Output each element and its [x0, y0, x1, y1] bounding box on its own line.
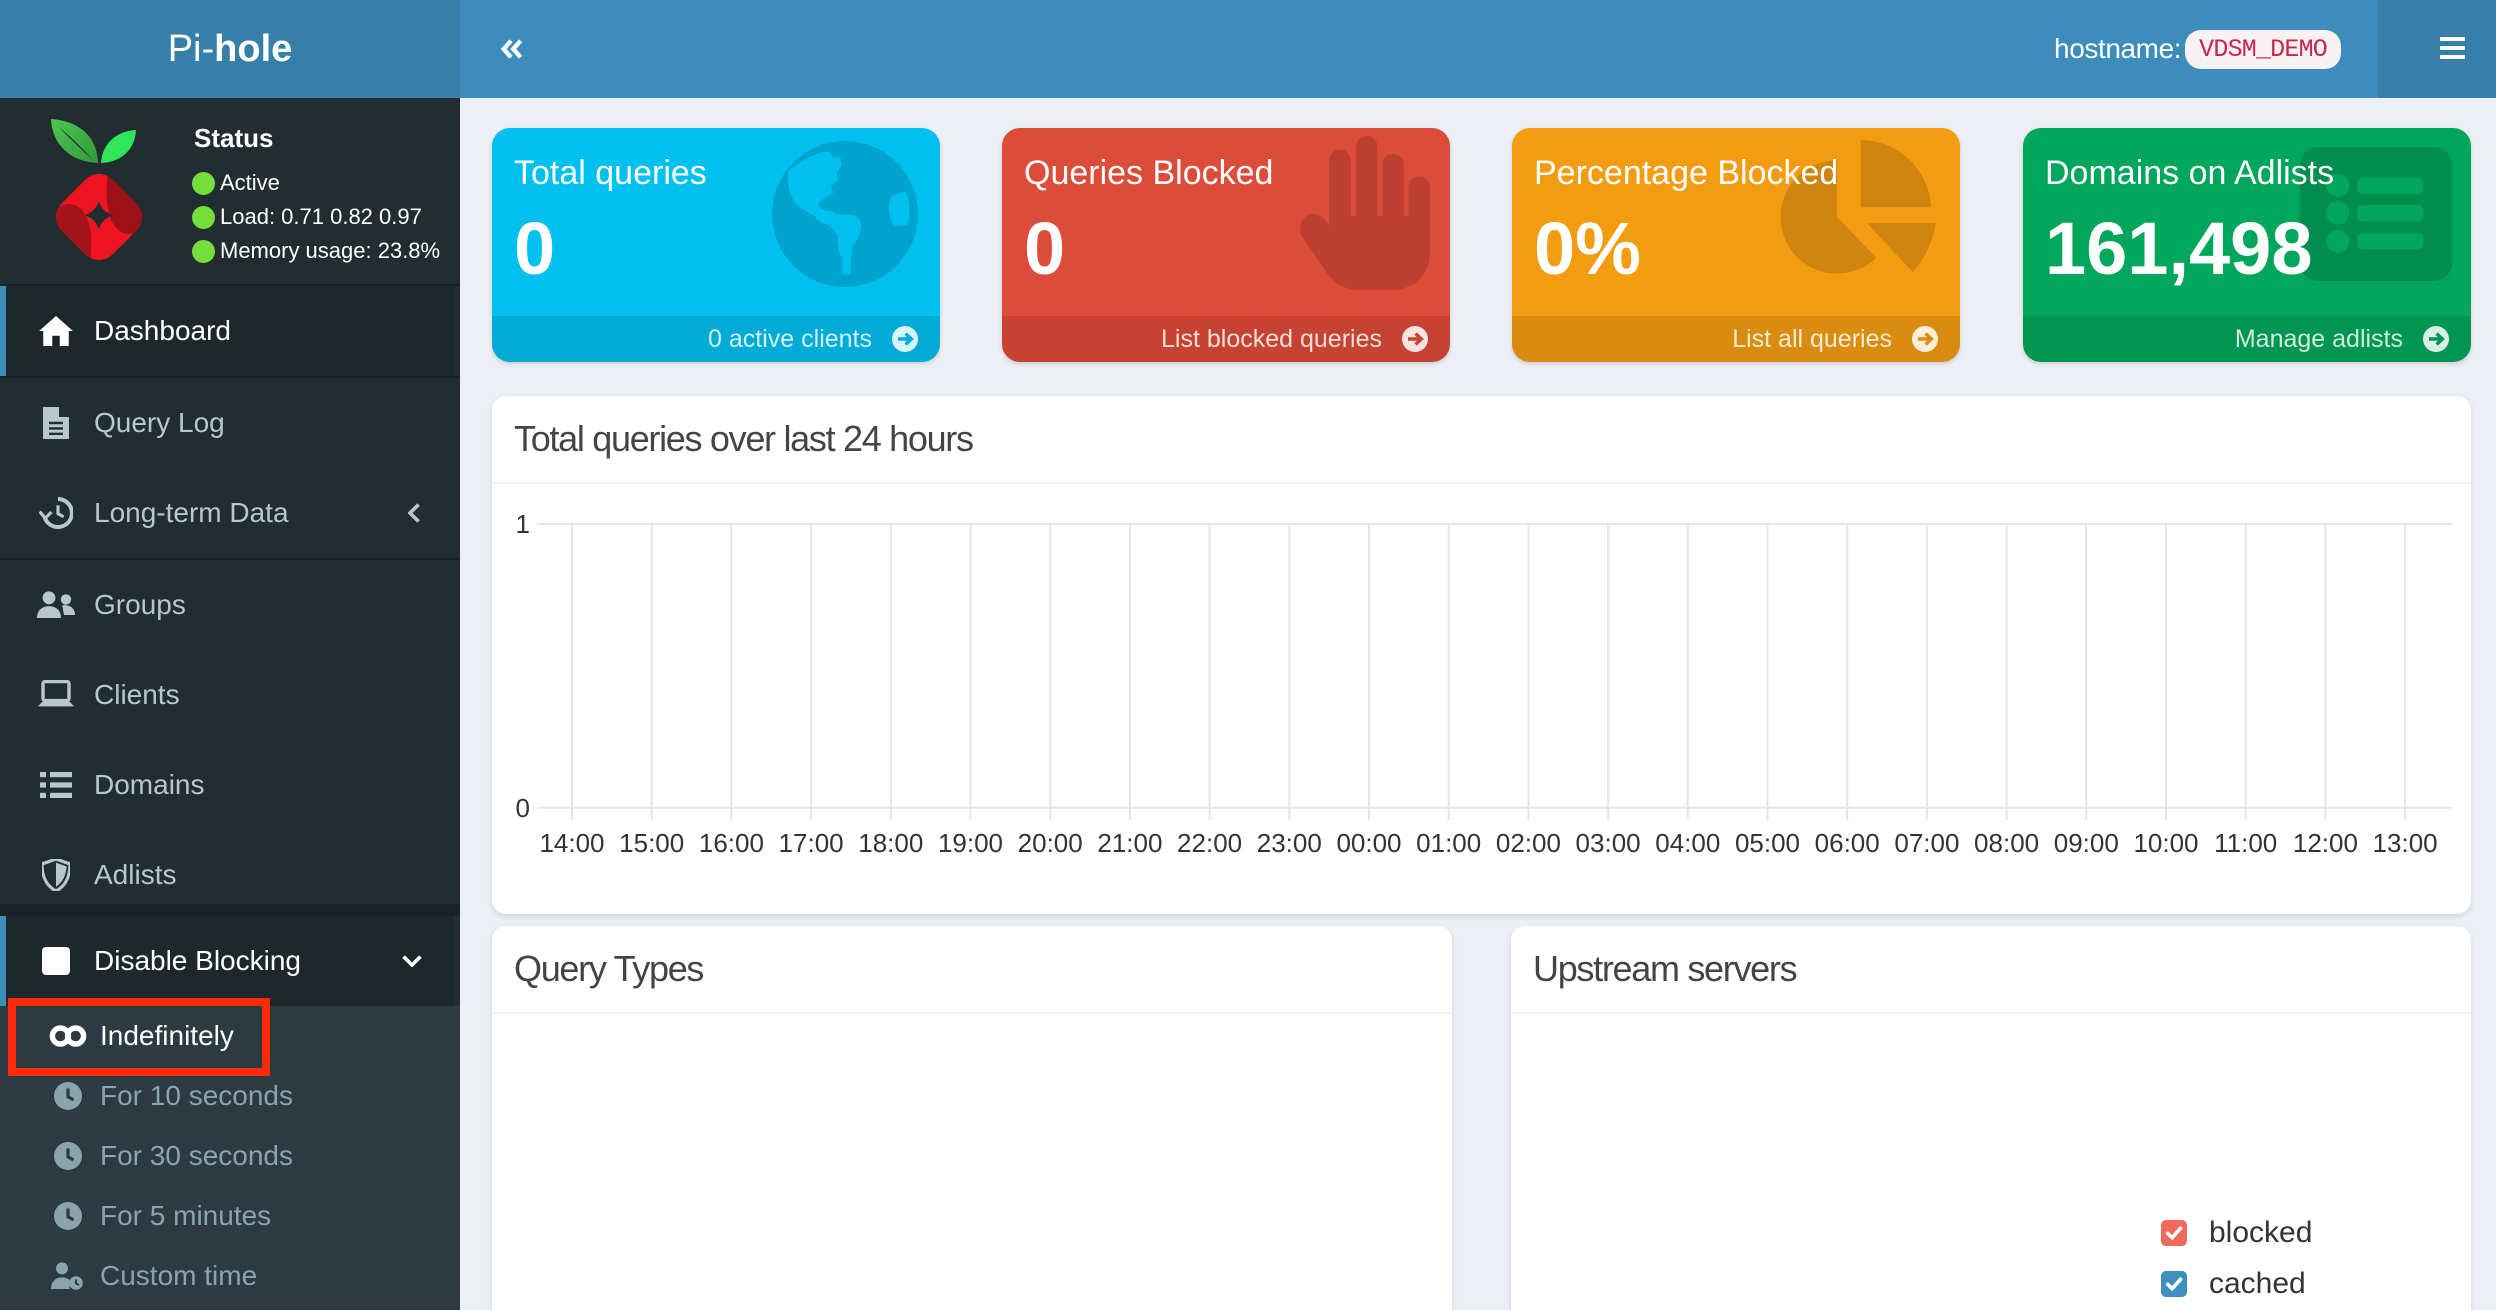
svg-text:19:00: 19:00	[938, 828, 1003, 858]
svg-text:16:00: 16:00	[699, 828, 764, 858]
svg-text:10:00: 10:00	[2133, 828, 2198, 858]
svg-text:01:00: 01:00	[1416, 828, 1481, 858]
svg-text:0: 0	[516, 793, 530, 823]
svg-text:00:00: 00:00	[1336, 828, 1401, 858]
svg-text:15:00: 15:00	[619, 828, 684, 858]
svg-text:06:00: 06:00	[1815, 828, 1880, 858]
svg-text:12:00: 12:00	[2293, 828, 2358, 858]
svg-text:07:00: 07:00	[1894, 828, 1959, 858]
svg-text:13:00: 13:00	[2373, 828, 2438, 858]
svg-text:11:00: 11:00	[2214, 828, 2277, 858]
svg-text:22:00: 22:00	[1177, 828, 1242, 858]
svg-text:17:00: 17:00	[779, 828, 844, 858]
svg-text:08:00: 08:00	[1974, 828, 2039, 858]
svg-text:14:00: 14:00	[539, 828, 604, 858]
svg-text:09:00: 09:00	[2054, 828, 2119, 858]
svg-text:1: 1	[516, 509, 530, 539]
svg-text:04:00: 04:00	[1655, 828, 1720, 858]
svg-text:05:00: 05:00	[1735, 828, 1800, 858]
svg-text:02:00: 02:00	[1496, 828, 1561, 858]
svg-text:20:00: 20:00	[1018, 828, 1083, 858]
svg-text:21:00: 21:00	[1097, 828, 1162, 858]
svg-text:23:00: 23:00	[1257, 828, 1322, 858]
svg-text:18:00: 18:00	[858, 828, 923, 858]
svg-text:03:00: 03:00	[1576, 828, 1641, 858]
